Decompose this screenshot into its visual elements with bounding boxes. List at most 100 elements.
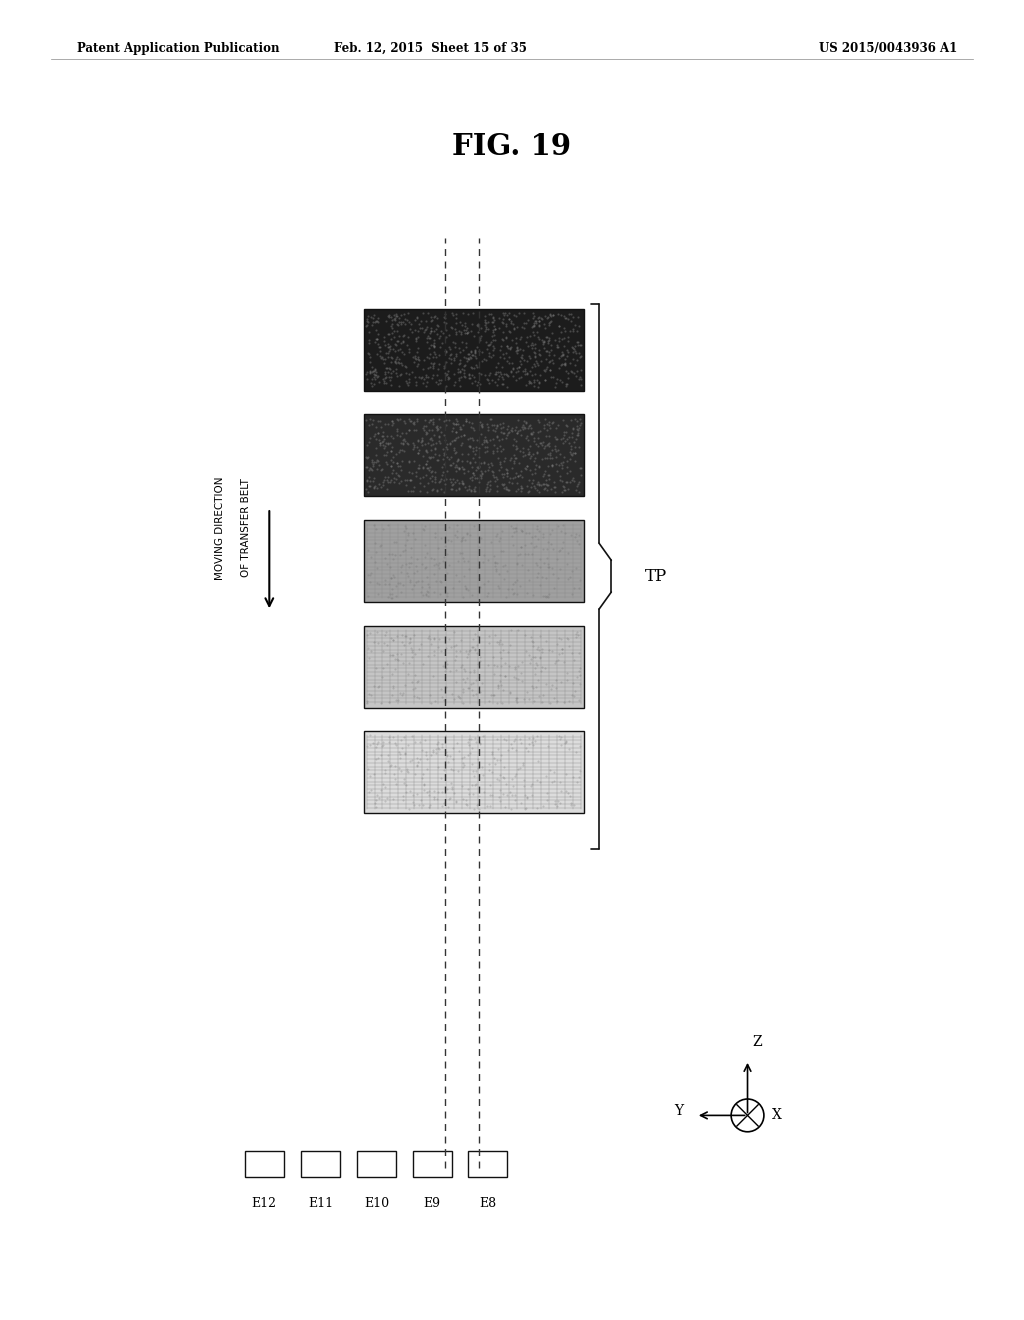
Point	[523, 648, 540, 669]
Point	[539, 447, 555, 469]
Point	[484, 312, 501, 333]
Point	[359, 314, 376, 335]
Point	[438, 657, 455, 678]
Point	[509, 356, 525, 378]
Point	[570, 689, 587, 710]
Point	[466, 326, 482, 347]
Point	[496, 568, 512, 589]
Text: Y: Y	[675, 1105, 684, 1118]
Point	[428, 371, 444, 392]
Point	[376, 445, 392, 466]
Point	[426, 628, 442, 649]
Point	[496, 463, 512, 484]
Point	[548, 372, 564, 393]
Point	[402, 552, 419, 573]
Point	[571, 760, 588, 781]
Point	[397, 356, 414, 378]
Point	[479, 334, 496, 355]
Point	[496, 450, 512, 471]
Point	[545, 305, 561, 326]
Point	[565, 319, 582, 341]
Point	[418, 364, 434, 385]
Point	[371, 788, 387, 809]
Point	[472, 647, 488, 668]
Point	[373, 535, 389, 556]
Point	[461, 558, 477, 579]
Point	[521, 734, 538, 755]
Point	[403, 469, 420, 490]
Point	[543, 306, 559, 327]
Point	[519, 741, 536, 762]
Point	[477, 437, 494, 458]
Point	[419, 482, 435, 503]
Point	[427, 417, 443, 438]
Point	[474, 413, 490, 434]
Point	[564, 362, 581, 383]
Point	[442, 434, 459, 455]
Point	[425, 446, 441, 467]
Point	[367, 358, 383, 379]
Text: MOVING DIRECTION: MOVING DIRECTION	[215, 477, 225, 579]
Point	[450, 550, 466, 572]
Point	[388, 444, 404, 465]
Point	[478, 339, 495, 360]
Point	[488, 414, 505, 436]
Point	[532, 626, 549, 647]
Point	[546, 477, 562, 498]
Point	[489, 576, 506, 597]
Point	[474, 463, 490, 484]
Point	[359, 540, 376, 561]
Point	[461, 364, 477, 385]
Point	[488, 475, 505, 496]
Point	[544, 640, 560, 661]
Point	[421, 411, 437, 432]
Point	[510, 360, 526, 381]
Point	[370, 323, 386, 345]
Point	[562, 471, 579, 492]
Point	[393, 450, 410, 471]
Point	[435, 550, 452, 572]
Point	[479, 585, 496, 606]
Point	[462, 346, 478, 367]
Point	[382, 375, 398, 396]
Point	[443, 430, 460, 451]
Point	[461, 784, 477, 805]
Point	[391, 408, 408, 429]
Point	[562, 310, 579, 331]
Point	[456, 458, 472, 479]
Point	[423, 409, 439, 430]
Point	[421, 446, 437, 467]
Point	[495, 329, 511, 350]
Point	[480, 690, 497, 711]
Point	[481, 759, 498, 780]
Point	[382, 425, 398, 446]
Point	[565, 362, 582, 383]
Point	[397, 313, 414, 334]
Point	[542, 359, 558, 380]
Point	[505, 573, 521, 594]
Point	[439, 447, 456, 469]
Point	[469, 356, 485, 378]
Point	[570, 643, 587, 664]
Point	[463, 342, 479, 363]
Point	[555, 409, 571, 430]
Point	[569, 624, 586, 645]
Point	[487, 556, 504, 577]
Point	[465, 302, 481, 323]
Point	[447, 442, 464, 463]
Point	[509, 339, 525, 360]
Point	[414, 576, 430, 597]
Point	[514, 478, 530, 499]
Point	[428, 318, 444, 339]
Point	[456, 565, 472, 586]
Point	[540, 333, 556, 354]
Point	[493, 421, 509, 442]
Point	[547, 791, 563, 812]
Point	[525, 428, 542, 449]
Point	[506, 517, 522, 539]
Point	[485, 442, 502, 463]
Point	[507, 789, 523, 810]
Point	[542, 359, 558, 380]
Point	[452, 642, 468, 663]
Point	[563, 360, 580, 381]
